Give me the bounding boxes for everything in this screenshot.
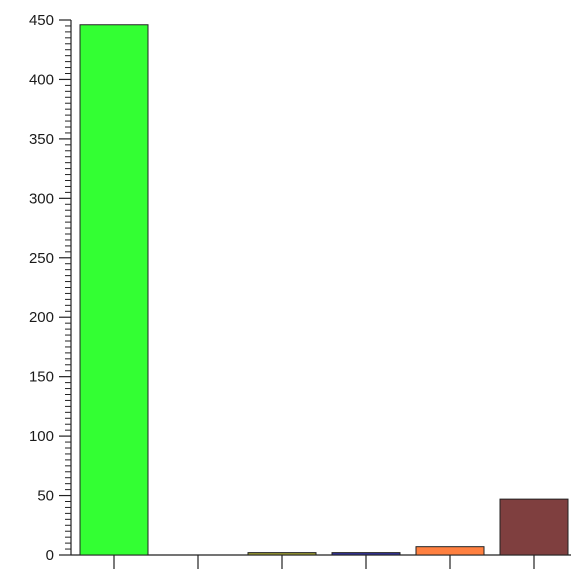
bars [79, 24, 569, 556]
x-axis [71, 554, 571, 569]
y-tick-label: 50 [37, 488, 54, 505]
bar [499, 498, 569, 556]
y-tick-label: 250 [29, 250, 54, 267]
y-tick-label: 300 [29, 190, 54, 207]
bar [331, 552, 401, 556]
y-tick-label: 0 [46, 547, 54, 564]
y-axis: 0 50 100 150 200 250 300 350 400 450 [29, 12, 72, 564]
y-tick-label: 450 [29, 12, 54, 29]
y-tick-label: 150 [29, 369, 54, 386]
y-tick-label: 100 [29, 428, 54, 445]
bar [415, 546, 485, 556]
y-tick-label: 400 [29, 71, 54, 88]
bar [247, 552, 317, 556]
y-tick-label: 350 [29, 131, 54, 148]
bar [79, 24, 149, 556]
y-tick-label: 200 [29, 309, 54, 326]
